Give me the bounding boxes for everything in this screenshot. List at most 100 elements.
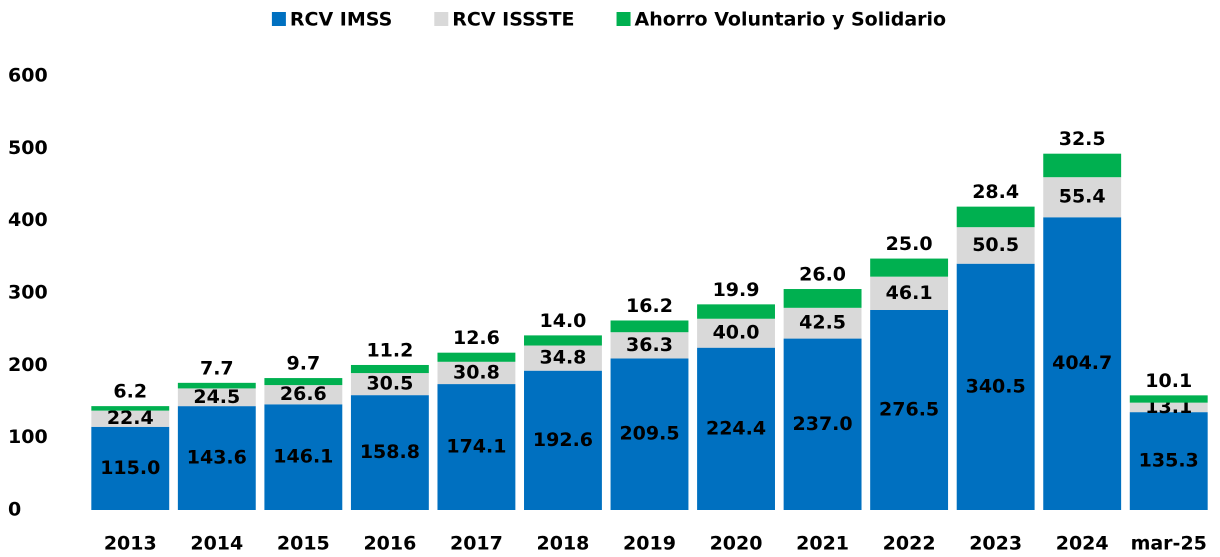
data-label: 26.6 <box>280 383 327 405</box>
x-tick-label: 2013 <box>104 533 157 555</box>
data-label: 36.3 <box>626 334 673 356</box>
data-label: 115.0 <box>100 457 160 479</box>
bar-segment <box>1129 395 1208 403</box>
data-label: 32.5 <box>1059 128 1106 150</box>
data-label: 24.5 <box>193 386 240 408</box>
y-tick-label: 200 <box>8 354 48 376</box>
bar-segment <box>610 320 689 333</box>
bar-segment <box>177 406 256 510</box>
data-label: 50.5 <box>972 234 1019 256</box>
bar-segment <box>870 309 949 510</box>
x-tick-label: 2014 <box>190 533 243 555</box>
data-label: 30.5 <box>366 373 413 395</box>
data-label: 28.4 <box>972 181 1019 203</box>
data-label: 135.3 <box>1139 450 1199 472</box>
bar-segment <box>783 307 862 339</box>
y-tick-label: 0 <box>8 499 21 521</box>
bar-segment <box>610 358 689 510</box>
data-label: 6.2 <box>113 381 147 403</box>
legend-swatch <box>434 12 449 26</box>
bar-segment <box>437 361 516 385</box>
bar-segment <box>697 304 775 319</box>
data-label: 143.6 <box>187 447 247 469</box>
bar-segment <box>783 289 862 308</box>
data-label: 42.5 <box>799 312 846 334</box>
data-label: 158.8 <box>360 441 420 463</box>
bar-segment <box>956 206 1035 228</box>
bar-segment <box>350 395 429 510</box>
legend-swatch <box>271 12 286 26</box>
data-label: 40.0 <box>713 322 760 344</box>
bar-segment <box>524 345 602 371</box>
legend-label: Ahorro Voluntario y Solidario <box>635 9 947 31</box>
bar-segment <box>783 338 862 510</box>
legend-label: RCV IMSS <box>290 9 392 31</box>
x-tick-label: 2017 <box>450 533 503 555</box>
y-tick-label: 600 <box>8 65 48 87</box>
bar-segment <box>524 370 602 510</box>
x-tick-label: 2015 <box>277 533 330 555</box>
bar-segment <box>610 332 689 359</box>
data-label: 55.4 <box>1059 186 1106 208</box>
data-label: 192.6 <box>533 429 593 451</box>
data-label: 224.4 <box>706 417 766 439</box>
data-label: 16.2 <box>626 295 673 317</box>
data-label: 30.8 <box>453 361 500 383</box>
data-label: 25.0 <box>886 233 933 255</box>
y-tick-label: 500 <box>8 137 48 159</box>
bar-segment <box>437 352 516 362</box>
data-label: 276.5 <box>879 398 939 420</box>
bar-segment <box>956 227 1035 264</box>
data-label: 34.8 <box>540 347 587 369</box>
data-label: 7.7 <box>200 357 234 379</box>
bar-segment <box>870 276 949 310</box>
y-tick-label: 400 <box>8 209 48 231</box>
bar-segment <box>870 258 949 277</box>
bar-segment <box>264 385 343 405</box>
bar-segment <box>91 406 170 411</box>
x-tick-label: 2022 <box>883 533 936 555</box>
bar-segment <box>350 373 429 396</box>
x-tick-label: 2016 <box>363 533 416 555</box>
bar-segment <box>697 318 775 348</box>
bar-segment <box>91 426 170 510</box>
data-label: 9.7 <box>287 353 321 375</box>
data-label: 174.1 <box>446 436 506 458</box>
data-label: 237.0 <box>793 413 853 435</box>
y-tick-label: 100 <box>8 426 48 448</box>
bar-segment <box>956 263 1035 510</box>
data-label: 46.1 <box>886 282 933 304</box>
bar-segment <box>437 384 516 510</box>
data-label: 209.5 <box>619 423 679 445</box>
data-label: 10.1 <box>1145 370 1192 392</box>
data-label: 12.6 <box>453 327 500 349</box>
x-tick-label: 2021 <box>796 533 849 555</box>
bar-segment <box>177 388 256 407</box>
bar-segment <box>1043 217 1122 510</box>
x-tick-label: 2019 <box>623 533 676 555</box>
bar-segment <box>1043 177 1122 218</box>
bar-segment <box>264 404 343 510</box>
legend-swatch <box>616 12 631 26</box>
bar-segment <box>177 382 256 389</box>
bar-segment <box>697 347 775 510</box>
bar-segment <box>1043 153 1122 178</box>
data-label: 340.5 <box>966 375 1026 397</box>
data-label: 146.1 <box>273 446 333 468</box>
x-tick-label: 2018 <box>537 533 590 555</box>
bar-segment <box>1129 402 1208 413</box>
bar-segment <box>350 364 429 374</box>
y-tick-label: 300 <box>8 282 48 304</box>
x-tick-label: 2023 <box>969 533 1022 555</box>
bar-segment <box>524 335 602 346</box>
data-label: 404.7 <box>1052 352 1112 374</box>
bar-segment <box>91 410 170 427</box>
data-label: 14.0 <box>540 310 587 332</box>
x-tick-label: 2020 <box>710 533 763 555</box>
data-label: 22.4 <box>107 407 154 429</box>
data-label: 19.9 <box>713 279 760 301</box>
data-label: 11.2 <box>366 339 413 361</box>
x-tick-label: mar-25 <box>1131 533 1207 555</box>
data-label: 26.0 <box>799 264 846 286</box>
